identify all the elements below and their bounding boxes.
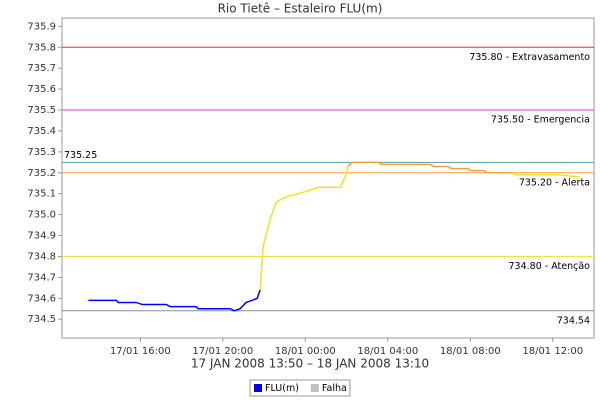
y-tick-label: 735.4 (27, 126, 56, 137)
y-tick-label: 734.7 (27, 272, 56, 283)
y-tick-label: 734.5 (27, 314, 56, 325)
chart-title: Rio Tietê – Estaleiro FLU(m) (218, 2, 383, 16)
y-tick-label: 734.6 (27, 293, 56, 304)
y-tick-label: 735.7 (27, 63, 56, 74)
plot-area (61, 17, 595, 339)
legend-swatch (254, 384, 262, 392)
y-tick-label: 735.1 (27, 189, 56, 200)
legend-label: Falha (322, 383, 347, 394)
reference-label: 735.80 - Extravasamento (469, 52, 590, 63)
reference-label: 734.54 (557, 315, 590, 326)
y-tick-label: 735.8 (27, 42, 56, 53)
y-tick-label: 735.9 (27, 21, 56, 32)
legend: FLU(m) Falha (249, 379, 351, 397)
y-tick-label: 735.6 (27, 84, 56, 95)
reference-label: 735.25 (64, 150, 97, 161)
y-tick-label: 735.5 (27, 105, 56, 116)
data-line (88, 289, 261, 312)
y-tick-label: 735.3 (27, 147, 56, 158)
y-tick-label: 734.9 (27, 231, 56, 242)
x-tick-label: 17/01 16:00 (110, 346, 171, 357)
data-line (511, 172, 580, 178)
x-axis-label: 17 JAN 2008 13:50 – 18 JAN 2008 13:10 (191, 357, 429, 371)
y-tick-label: 735.2 (27, 168, 56, 179)
reference-label: 735.50 - Emergencia (491, 115, 590, 126)
legend-box (249, 379, 351, 397)
x-tick-label: 17/01 20:00 (192, 346, 253, 357)
legend-swatch (310, 384, 319, 392)
data-line (259, 166, 349, 290)
reference-label: 735.20 - Alerta (519, 177, 590, 188)
y-tick-label: 734.8 (27, 251, 56, 262)
y-tick-label: 735.0 (27, 210, 56, 221)
x-tick-label: 18/01 00:00 (275, 346, 336, 357)
reference-label: 734.80 - Atenção (509, 261, 591, 272)
x-tick-label: 18/01 12:00 (522, 346, 583, 357)
data-line (347, 161, 512, 174)
x-tick-label: 18/01 04:00 (357, 346, 418, 357)
legend-label: FLU(m) (265, 383, 299, 394)
x-tick-label: 18/01 08:00 (440, 346, 501, 357)
